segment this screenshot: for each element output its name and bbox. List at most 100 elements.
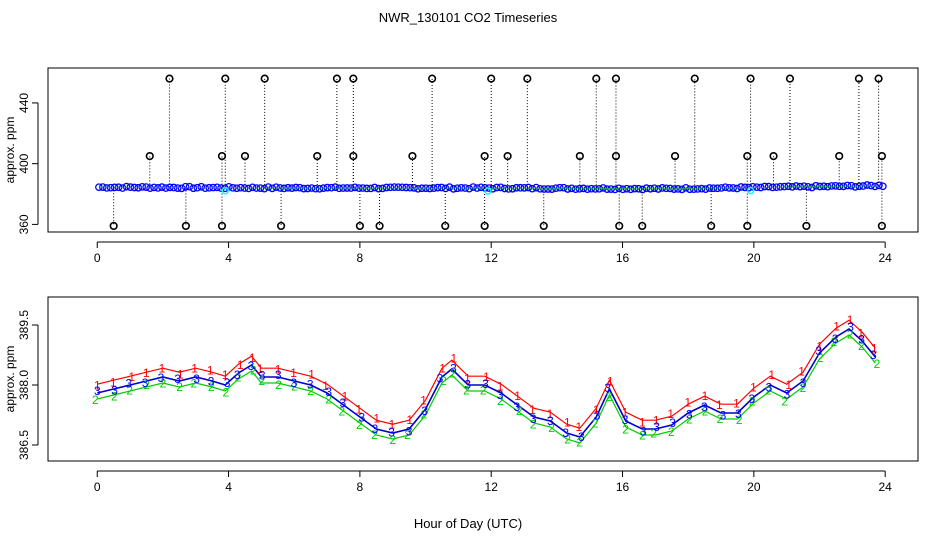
- baseline-point: [374, 184, 383, 193]
- y-tick-label: 388.0: [17, 370, 31, 400]
- series-3-marker: 3: [307, 377, 314, 391]
- baseline-point: [658, 184, 667, 192]
- baseline-point: [201, 184, 210, 193]
- baseline-point: [851, 183, 860, 191]
- baseline-point: [181, 182, 190, 191]
- baseline-point: [693, 185, 702, 193]
- series-1-marker: 1: [389, 417, 396, 431]
- x-tick-label: 4: [225, 251, 232, 265]
- baseline-point: [465, 184, 474, 193]
- series-3-marker: 3: [870, 348, 877, 362]
- baseline-point: [689, 185, 698, 194]
- series-2-marker: 2: [858, 339, 865, 353]
- series-3-marker: 3: [514, 400, 521, 414]
- baseline-point: [185, 182, 194, 191]
- series-3-marker: 3: [622, 413, 629, 427]
- series-3-marker: 3: [224, 376, 231, 390]
- baseline-point: [792, 182, 801, 190]
- low-spike-point: [181, 221, 190, 231]
- series-1-marker: 1: [733, 397, 740, 411]
- series-1-marker: 1: [342, 389, 349, 403]
- series-2-marker: 2: [291, 380, 298, 394]
- series-2-marker: 2: [668, 425, 675, 439]
- baseline-point: [532, 183, 541, 192]
- series-1-line: [97, 319, 876, 429]
- series-1-marker: 1: [483, 370, 490, 384]
- baseline-point: [863, 181, 871, 189]
- series-1-marker: 1: [716, 398, 723, 412]
- series-3-marker: 3: [234, 368, 241, 382]
- baseline-point: [812, 181, 820, 190]
- x-axis-label: Hour of Day (UTC): [414, 516, 522, 531]
- series-1-marker: 1: [798, 365, 805, 379]
- series-1-marker: 1: [667, 407, 674, 421]
- series-1-marker: 1: [356, 402, 363, 416]
- high-spike-point: [592, 74, 601, 83]
- series-1-marker: 1: [237, 358, 244, 372]
- series-2-marker: 2: [176, 380, 183, 394]
- series-3-marker: 3: [800, 376, 807, 390]
- series-2-marker: 2: [222, 385, 229, 399]
- series-2-marker: 2: [576, 435, 583, 449]
- series-2-marker: 2: [817, 351, 824, 365]
- x-tick-label: 0: [94, 480, 101, 494]
- series-1-marker: 1: [514, 389, 521, 403]
- high-spike-point: [428, 74, 437, 83]
- series-1-marker: 1: [110, 375, 117, 389]
- series-1-marker: 1: [622, 406, 629, 420]
- series-1-marker: 1: [497, 380, 504, 394]
- mid-spike-point: [575, 151, 584, 161]
- series-3-marker: 3: [158, 371, 165, 385]
- series-3-marker: 3: [464, 377, 471, 391]
- high-spike-point: [785, 74, 795, 83]
- series-2-marker: 2: [325, 393, 332, 407]
- series-3-marker: 3: [653, 420, 660, 434]
- series-3-marker: 3: [406, 424, 413, 438]
- baseline-point: [871, 182, 879, 191]
- low-spike-point: [217, 221, 227, 231]
- baseline-point: [272, 183, 281, 192]
- baseline-point: [626, 185, 635, 194]
- high-spike-point: [349, 74, 358, 83]
- series-2-marker: 2: [530, 418, 537, 432]
- series-2-marker: 2: [191, 377, 198, 391]
- series-2-marker: 2: [765, 383, 772, 397]
- mid-spike-point: [480, 151, 489, 161]
- low-spike-point: [276, 221, 286, 231]
- baseline-point: [299, 184, 308, 193]
- y-tick-label: 400: [17, 153, 31, 173]
- series-1-marker: 1: [768, 368, 775, 382]
- series-1-marker: 1: [750, 381, 757, 395]
- baseline-point: [264, 183, 273, 191]
- series-1-marker: 1: [373, 412, 380, 426]
- series-1-marker: 1: [785, 378, 792, 392]
- series-2-marker: 2: [702, 405, 709, 419]
- low-spike-point: [355, 221, 364, 231]
- high-spike-point: [690, 74, 699, 83]
- baseline-point: [808, 183, 816, 192]
- high-spike-point: [221, 74, 230, 83]
- series-1-marker: 1: [177, 367, 184, 381]
- cyan-point: [221, 187, 229, 195]
- y-axis-label: approx. ppm: [3, 346, 17, 413]
- baseline-point: [682, 183, 690, 192]
- series-1-marker: 1: [308, 368, 315, 382]
- baseline-point: [678, 185, 686, 194]
- baseline-point: [449, 185, 458, 193]
- series-1-marker: 1: [871, 342, 878, 356]
- series-1-marker: 1: [653, 414, 660, 428]
- mid-spike-point: [877, 151, 886, 161]
- series-2-marker: 2: [592, 416, 599, 430]
- series-3-marker: 3: [372, 422, 379, 436]
- baseline-point: [563, 185, 572, 193]
- mid-spike-point: [240, 151, 250, 161]
- high-spike-point: [165, 74, 174, 83]
- baseline-point: [492, 183, 501, 192]
- baseline-point: [244, 184, 253, 193]
- baseline-point: [197, 182, 206, 191]
- series-3-marker: 3: [290, 376, 297, 390]
- baseline-point: [351, 183, 359, 192]
- baseline-point: [764, 182, 773, 191]
- baseline-point: [607, 185, 615, 193]
